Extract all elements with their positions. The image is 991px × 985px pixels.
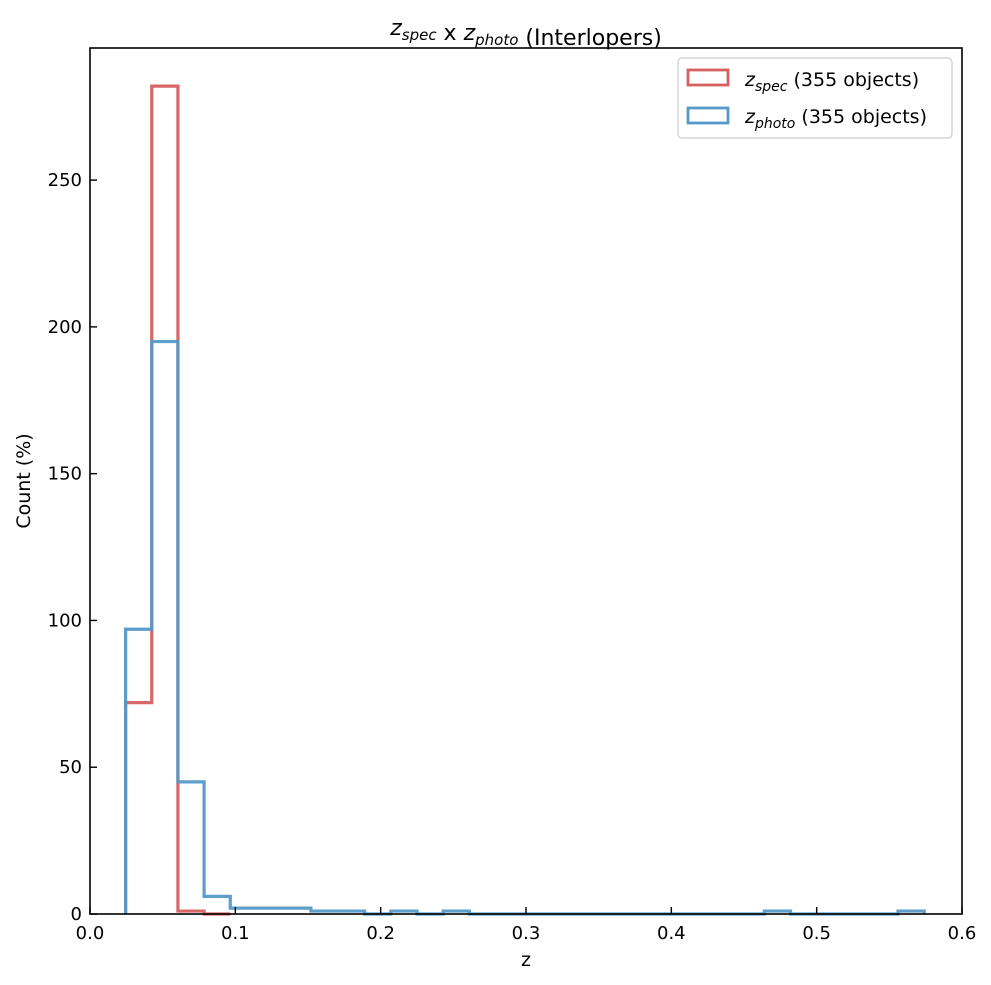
series-photo bbox=[124, 339, 926, 916]
title-part: z bbox=[463, 21, 476, 46]
x-tick-label: 0.2 bbox=[366, 923, 395, 944]
legend-count: (355 objects) bbox=[795, 106, 927, 128]
histogram-bin-photo bbox=[126, 629, 152, 914]
x-tick-label: 0.0 bbox=[76, 923, 105, 944]
legend-swatch-photo bbox=[686, 106, 730, 125]
title-subscript: photo bbox=[474, 31, 518, 49]
legend-label-photo: zphoto (355 objects) bbox=[744, 106, 927, 132]
chart-title: zspec x zphoto (Interlopers) bbox=[389, 16, 662, 51]
axis-ticks-layer: 0.0 0.1 0.2 0.3 0.4 0.5 0.6 0 50 100 150 200 250 bbox=[48, 170, 977, 944]
x-tick-label: 0.3 bbox=[512, 923, 541, 944]
histogram-bin-photo bbox=[230, 908, 311, 914]
histogram-series-layer bbox=[124, 84, 926, 916]
legend: zspec (355 objects) zphoto (355 objects) bbox=[677, 57, 953, 139]
legend-box bbox=[677, 57, 953, 139]
x-tick-label: 0.4 bbox=[657, 923, 686, 944]
x-tick-label: 0.1 bbox=[221, 923, 250, 944]
legend-var: z bbox=[744, 69, 756, 91]
legend-subscript: photo bbox=[754, 116, 795, 132]
title-part: (Interlopers) bbox=[518, 26, 661, 51]
plot-area-frame bbox=[89, 47, 963, 915]
title-subscript: spec bbox=[402, 26, 438, 44]
y-tick-label: 250 bbox=[48, 170, 82, 191]
histogram-outline-photo bbox=[124, 339, 926, 916]
legend-label-spec: zspec (355 objects) bbox=[744, 69, 919, 95]
legend-count: (355 objects) bbox=[787, 69, 919, 91]
y-axis-label: Count (%) bbox=[13, 433, 35, 528]
title-part: z bbox=[389, 16, 402, 41]
legend-var: z bbox=[744, 106, 756, 128]
y-tick-label: 50 bbox=[59, 757, 82, 778]
y-tick-label: 200 bbox=[48, 317, 82, 338]
x-tick-label: 0.5 bbox=[802, 923, 831, 944]
histogram-bin-photo bbox=[152, 342, 178, 914]
legend-swatch-spec bbox=[686, 68, 730, 87]
y-tick-label: 100 bbox=[48, 610, 82, 631]
series-spec bbox=[124, 84, 231, 916]
y-tick-label: 0 bbox=[71, 904, 82, 925]
histogram-bin-photo bbox=[178, 782, 204, 914]
title-part: x bbox=[437, 21, 464, 46]
x-axis-label: z bbox=[521, 949, 531, 971]
histogram-outline-spec bbox=[124, 84, 231, 916]
legend-subscript: spec bbox=[755, 79, 788, 95]
histogram-bin-photo bbox=[204, 896, 230, 914]
x-tick-label: 0.6 bbox=[948, 923, 977, 944]
y-tick-label: 150 bbox=[48, 464, 82, 485]
